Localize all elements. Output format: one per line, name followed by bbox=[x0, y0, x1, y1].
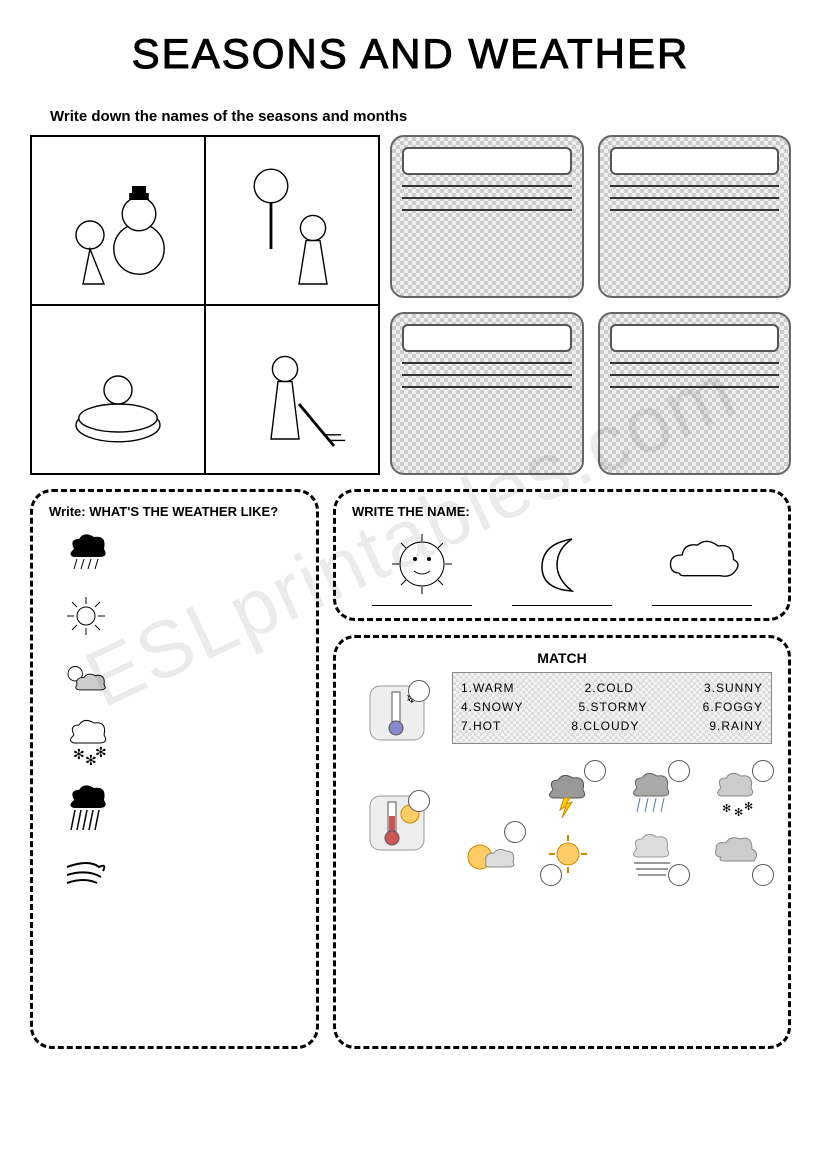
thermometer-hot-icon bbox=[362, 788, 432, 858]
fog-icon bbox=[616, 827, 688, 882]
blank-line[interactable] bbox=[652, 605, 752, 606]
match-circle[interactable] bbox=[752, 864, 774, 886]
match-circle[interactable] bbox=[504, 821, 526, 843]
weather-item bbox=[59, 849, 300, 895]
svg-text:✻: ✻ bbox=[95, 744, 107, 760]
blank-line[interactable] bbox=[372, 605, 472, 606]
weather-item bbox=[59, 529, 300, 575]
blank-line[interactable] bbox=[512, 605, 612, 606]
svg-text:✻: ✻ bbox=[722, 803, 731, 815]
wind-icon bbox=[59, 849, 113, 895]
instruction-text: Write down the names of the seasons and … bbox=[50, 108, 791, 125]
page-title: SEASONS AND WEATHER bbox=[30, 30, 791, 78]
season-image-grid bbox=[30, 135, 380, 475]
name-item-cloud bbox=[652, 529, 752, 606]
match-circle[interactable] bbox=[584, 760, 606, 782]
rain-cloud-icon bbox=[59, 529, 113, 575]
name-item-sun bbox=[372, 529, 472, 606]
weather-item bbox=[59, 785, 300, 831]
thermometer-cold-icon: ❄ bbox=[362, 678, 432, 748]
rain-icon bbox=[616, 766, 688, 821]
weather-item bbox=[59, 593, 300, 639]
snow-icon: ✻✻✻ bbox=[700, 766, 772, 821]
season-summer bbox=[31, 305, 205, 474]
note-title-field[interactable] bbox=[610, 324, 780, 352]
partly-sunny-icon bbox=[452, 827, 524, 882]
note-card[interactable] bbox=[598, 135, 792, 298]
sun-icon bbox=[59, 593, 113, 639]
note-title-field[interactable] bbox=[402, 324, 572, 352]
match-circle[interactable] bbox=[752, 760, 774, 782]
cloud-icon bbox=[657, 529, 747, 599]
snow-cloud-icon: ✻✻✻ bbox=[59, 721, 113, 767]
weather-like-box: Write: WHAT'S THE WEATHER LIKE? bbox=[30, 489, 319, 1049]
match-circle[interactable] bbox=[408, 680, 430, 702]
svg-text:✻: ✻ bbox=[734, 807, 743, 818]
heavy-rain-icon bbox=[59, 785, 113, 831]
match-circle[interactable] bbox=[668, 864, 690, 886]
match-word-box: 1.WARM2.COLD3.SUNNY 4.SNOWY5.STORMY6.FOG… bbox=[452, 672, 772, 744]
match-title: MATCH bbox=[352, 650, 772, 666]
weather-box-title: Write: WHAT'S THE WEATHER LIKE? bbox=[49, 504, 300, 519]
sun-face-icon bbox=[377, 529, 467, 599]
weather-item bbox=[59, 657, 300, 703]
match-circle[interactable] bbox=[540, 864, 562, 886]
match-circle[interactable] bbox=[668, 760, 690, 782]
season-autumn bbox=[205, 305, 379, 474]
note-card[interactable] bbox=[390, 135, 584, 298]
top-section bbox=[30, 135, 791, 475]
name-box-title: WRITE THE NAME: bbox=[352, 504, 772, 519]
note-card-grid bbox=[390, 135, 791, 475]
season-spring bbox=[205, 136, 379, 305]
cloud-small-icon bbox=[700, 827, 772, 882]
partly-cloudy-icon bbox=[59, 657, 113, 703]
storm-icon bbox=[532, 766, 604, 821]
note-card[interactable] bbox=[390, 312, 584, 475]
note-title-field[interactable] bbox=[402, 147, 572, 175]
match-circle[interactable] bbox=[408, 790, 430, 812]
name-item-moon bbox=[512, 529, 612, 606]
note-title-field[interactable] bbox=[610, 147, 780, 175]
note-card[interactable] bbox=[598, 312, 792, 475]
match-box: MATCH ❄ 1.WARM2.COLD3.SUNNY 4.SNOWY5 bbox=[333, 635, 791, 1049]
weather-item: ✻✻✻ bbox=[59, 721, 300, 767]
sun-small-icon bbox=[532, 827, 604, 882]
write-name-box: WRITE THE NAME: bbox=[333, 489, 791, 621]
season-winter bbox=[31, 136, 205, 305]
bottom-section: Write: WHAT'S THE WEATHER LIKE? bbox=[30, 489, 791, 1049]
svg-text:✻: ✻ bbox=[73, 746, 85, 762]
moon-icon bbox=[517, 529, 607, 599]
svg-text:✻: ✻ bbox=[744, 801, 753, 813]
